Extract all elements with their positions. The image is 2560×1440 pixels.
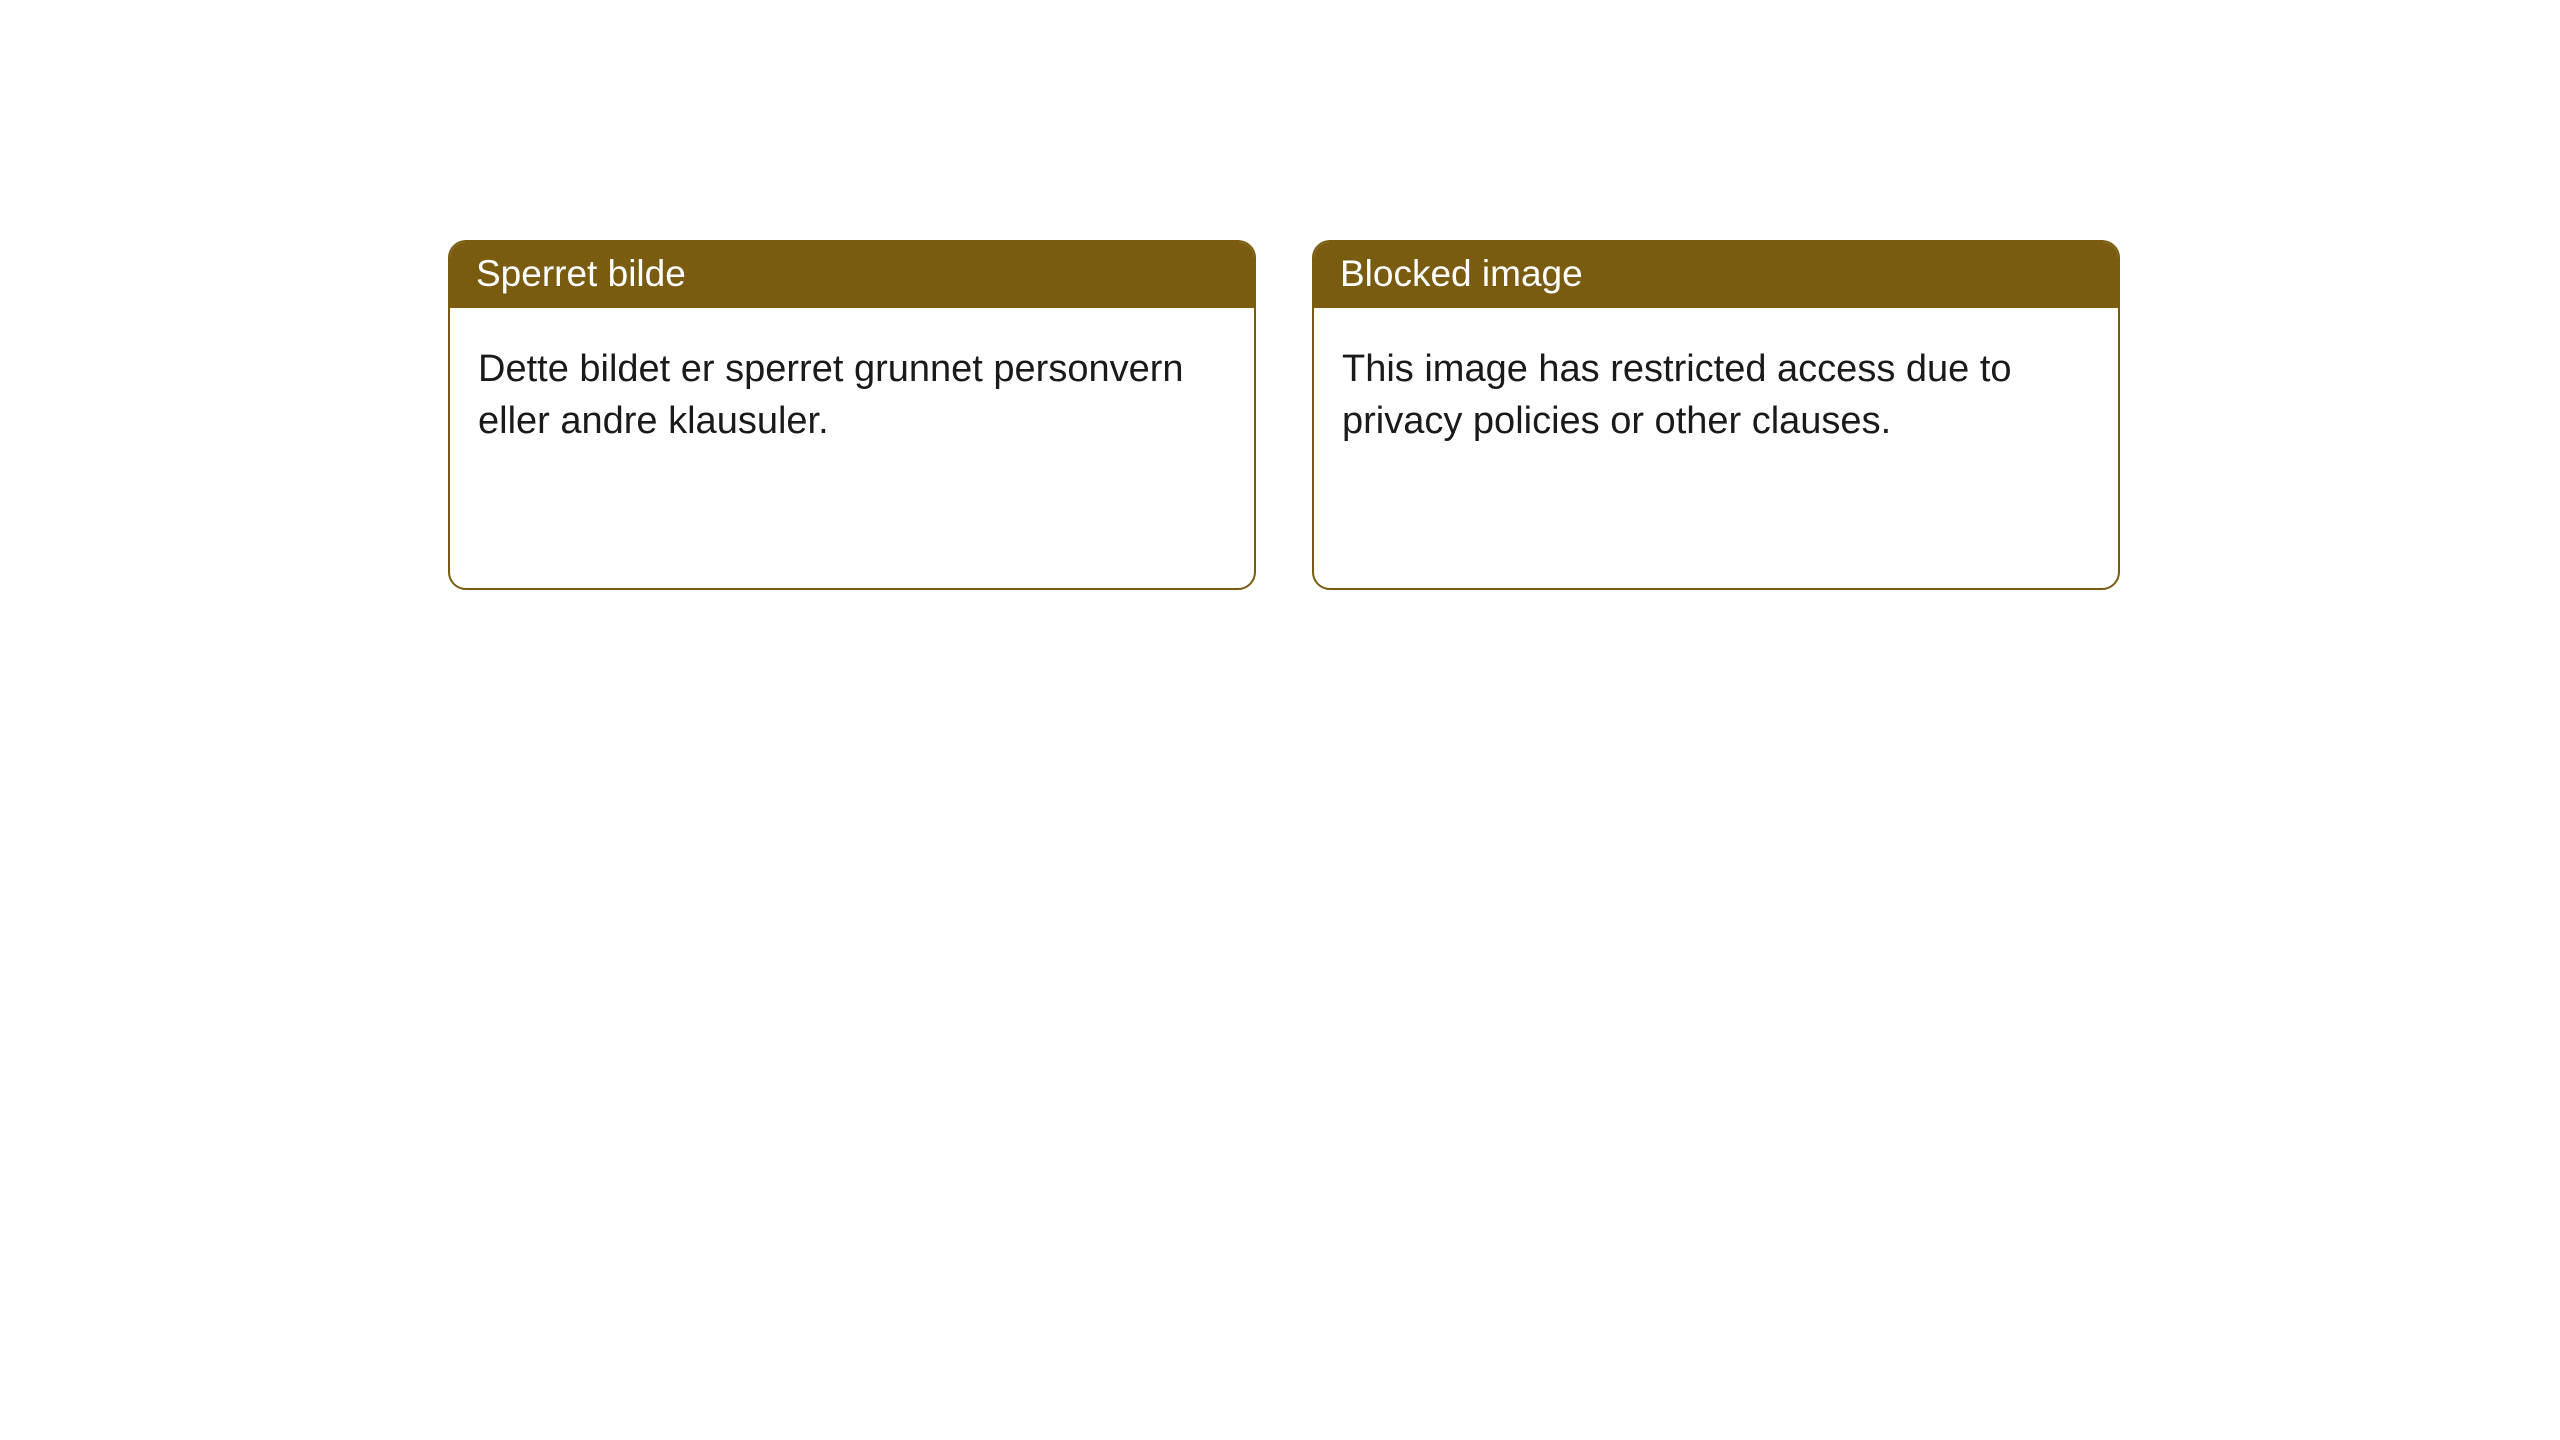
card-header-no: Sperret bilde <box>450 242 1254 308</box>
blocked-image-card-no: Sperret bilde Dette bildet er sperret gr… <box>448 240 1256 590</box>
notice-container: Sperret bilde Dette bildet er sperret gr… <box>0 0 2560 590</box>
card-header-en: Blocked image <box>1314 242 2118 308</box>
card-body-no: Dette bildet er sperret grunnet personve… <box>450 308 1254 588</box>
blocked-image-card-en: Blocked image This image has restricted … <box>1312 240 2120 590</box>
card-body-en: This image has restricted access due to … <box>1314 308 2118 588</box>
